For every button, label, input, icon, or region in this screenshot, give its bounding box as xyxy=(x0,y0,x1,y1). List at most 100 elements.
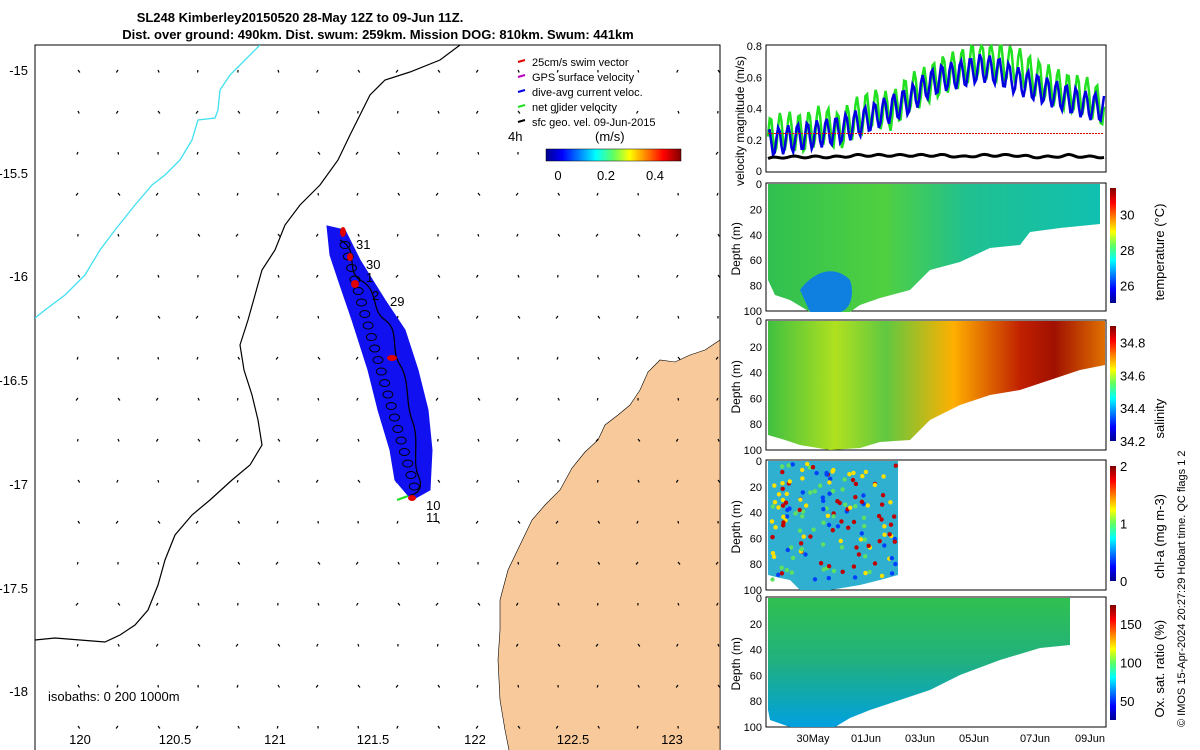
surface-velocity-arrow xyxy=(556,356,559,360)
surface-velocity-arrow xyxy=(237,356,241,360)
chla-sample-dot xyxy=(807,465,812,470)
chla-sample-dot xyxy=(826,522,832,528)
surface-velocity-arrow xyxy=(637,233,641,237)
chla-sample-dot xyxy=(789,545,794,550)
surface-velocity-arrow xyxy=(277,274,280,278)
surface-velocity-arrow xyxy=(557,192,561,196)
chla-sample-dot xyxy=(872,482,878,488)
chla-sample-dot xyxy=(848,505,853,510)
colorbar-tick: 34.8 xyxy=(1120,335,1145,350)
depth-y-tick: 0 xyxy=(756,593,762,605)
surface-velocity-arrow xyxy=(197,438,201,442)
surface-velocity-arrow xyxy=(595,438,599,442)
date-x-tick: 01Jun xyxy=(851,733,881,745)
colorbar-label: salinity xyxy=(1152,398,1167,438)
track-loop xyxy=(359,310,371,318)
chla-sample-dot xyxy=(888,500,893,505)
surface-velocity-arrow xyxy=(715,561,719,565)
surface-velocity-arrow xyxy=(717,233,720,237)
surface-velocity-arrow xyxy=(475,110,479,114)
surface-velocity-arrow xyxy=(716,397,719,401)
chla-sample-dot xyxy=(879,502,885,507)
surface-velocity-arrow xyxy=(436,151,439,155)
chla-sample-dot xyxy=(785,547,790,553)
chla-sample-dot xyxy=(790,555,796,561)
surface-velocity-arrow xyxy=(156,233,159,237)
surface-velocity-arrow xyxy=(435,602,439,606)
chla-sample-dot xyxy=(769,519,775,524)
surface-velocity-arrow xyxy=(155,602,159,606)
surface-velocity-arrow xyxy=(635,110,639,114)
depth-y-tick: 40 xyxy=(750,368,762,380)
chla-sample-dot xyxy=(772,483,777,488)
surface-velocity-arrow xyxy=(475,274,479,278)
chla-sample-dot xyxy=(812,577,818,582)
surface-velocity-arrow xyxy=(76,356,79,360)
surface-velocity-arrow xyxy=(677,561,681,565)
oxygen-colorbar xyxy=(1110,605,1116,720)
surface-velocity-arrow xyxy=(117,233,120,237)
track-loop xyxy=(356,298,367,307)
chla-sample-dot xyxy=(853,494,858,500)
surface-velocity-arrow xyxy=(157,725,161,729)
map-x-tick: 120.5 xyxy=(159,732,192,747)
surface-velocity-arrow xyxy=(717,438,720,442)
depth-y-tick: 40 xyxy=(750,645,762,657)
surface-velocity-arrow xyxy=(237,110,241,114)
legend-swatch xyxy=(517,89,526,93)
surface-velocity-arrow xyxy=(675,479,679,483)
surface-velocity-arrow xyxy=(357,643,360,647)
chla-sample-dot xyxy=(863,469,869,475)
surface-velocity-arrow xyxy=(515,643,519,647)
surface-velocity-arrow xyxy=(396,233,399,237)
surface-velocity-arrow xyxy=(557,643,561,647)
surface-velocity-arrow xyxy=(515,192,519,196)
chla-sample-dot xyxy=(879,517,884,522)
chla-sample-dot xyxy=(830,528,835,533)
surface-velocity-arrow xyxy=(557,438,561,442)
depth-y-tick: 60 xyxy=(750,255,762,267)
depth-y-label: Depth (m) xyxy=(729,637,743,690)
surface-velocity-arrow xyxy=(237,151,240,155)
surface-velocity-arrow xyxy=(236,397,239,401)
chla-sample-dot xyxy=(850,477,856,483)
chla-sample-dot xyxy=(892,514,897,519)
isobath-200m xyxy=(35,45,461,643)
surface-velocity-arrow xyxy=(315,438,319,442)
surface-velocity-arrow xyxy=(357,725,360,729)
surface-velocity-arrow xyxy=(437,684,441,688)
surface-velocity-arrow xyxy=(115,520,119,524)
track-loop xyxy=(382,390,394,399)
depth-y-tick: 60 xyxy=(750,533,762,545)
surface-velocity-arrow xyxy=(395,69,399,73)
chla-sample-dot xyxy=(879,573,885,579)
surface-velocity-arrow xyxy=(437,479,441,483)
surface-velocity-arrow xyxy=(636,520,639,524)
surface-velocity-arrow xyxy=(636,315,639,319)
swim-vector-markers xyxy=(340,227,416,501)
date-x-tick: 07Jun xyxy=(1020,733,1050,745)
surface-velocity-arrow xyxy=(157,315,161,319)
surface-velocity-arrow xyxy=(276,110,279,114)
chla-sample-dot xyxy=(830,488,836,494)
chla-sample-dot xyxy=(867,569,872,575)
surface-velocity-arrow xyxy=(316,643,319,647)
depth-y-tick: 60 xyxy=(750,393,762,405)
surface-velocity-arrow xyxy=(77,274,81,278)
chla-sample-dot xyxy=(818,483,823,488)
surface-velocity-arrow xyxy=(315,684,319,688)
surface-velocity-arrow xyxy=(197,602,200,606)
depth-y-tick: 100 xyxy=(744,306,762,318)
surface-velocity-arrow xyxy=(195,725,199,729)
surface-velocity-arrow xyxy=(235,438,239,442)
surface-velocity-arrow xyxy=(155,643,159,647)
surface-velocity-arrow xyxy=(596,602,599,606)
chla-sample-dot xyxy=(858,537,864,542)
chla-sample-dot xyxy=(853,504,858,509)
chla-sample-dot xyxy=(780,486,785,491)
legend-swatch xyxy=(517,119,526,123)
chla-sample-dot xyxy=(770,534,775,540)
chla-sample-dot xyxy=(882,524,887,529)
surface-velocity-arrow xyxy=(316,69,319,73)
surface-velocity-arrow xyxy=(355,356,359,360)
